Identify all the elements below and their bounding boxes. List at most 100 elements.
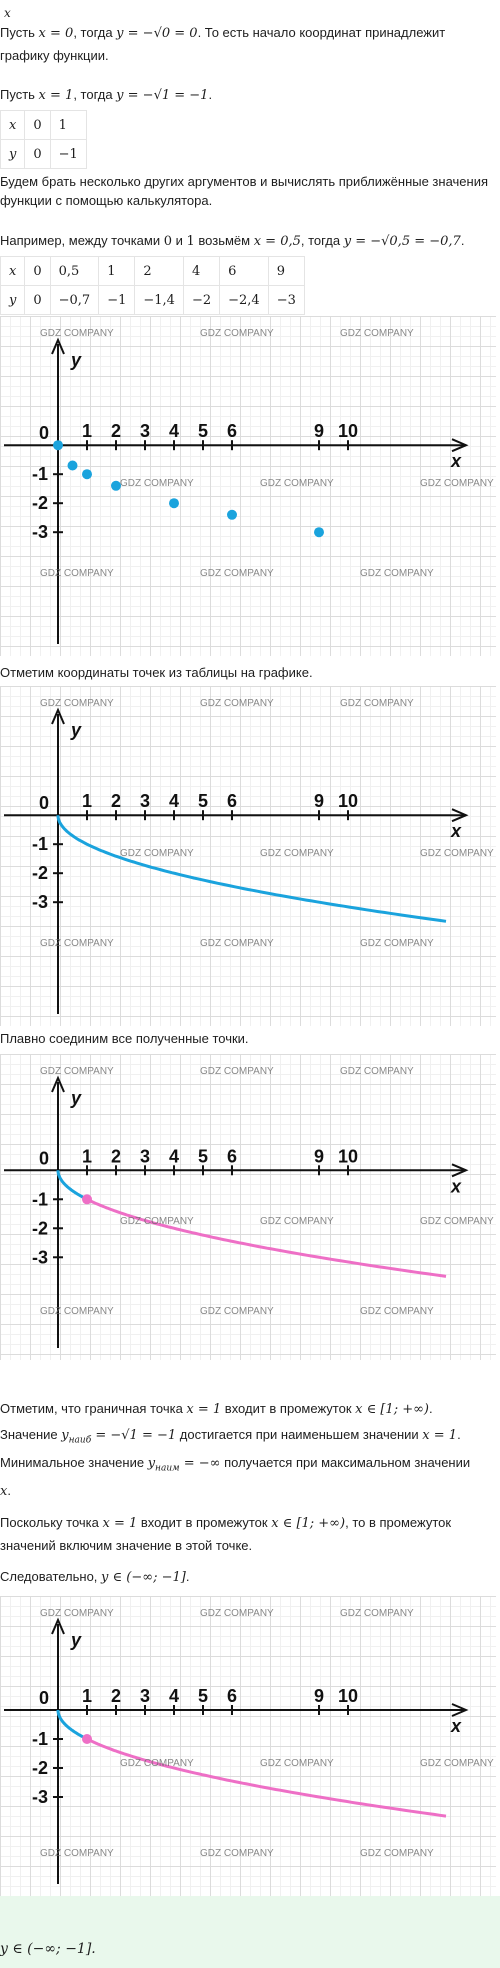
data-point (314, 527, 324, 538)
table-cell: y (0, 139, 26, 169)
table-cell: x (0, 110, 26, 140)
table-cell: −1,4 (134, 285, 184, 315)
table-row: x 0 0,5 1 2 4 6 9 (0, 256, 305, 286)
watermark: GDZ COMPANY (120, 478, 194, 489)
x-tick-label: 3 (140, 791, 150, 811)
top-fragment: x (4, 6, 11, 20)
x-tick-label: 9 (314, 1146, 324, 1166)
y-tick-label: -2 (32, 493, 48, 513)
table-cell: 0 (24, 285, 51, 315)
x-tick-label: 2 (111, 1686, 121, 1706)
paragraph-5: Отметим координаты точек из таблицы на г… (0, 665, 313, 680)
paragraph-9: Минимальное значение yнаим = −∞ получает… (0, 1455, 471, 1499)
paragraph-10: Поскольку точка x = 1 входит в промежуто… (0, 1515, 452, 1553)
x-tick-label: 4 (169, 1146, 179, 1166)
answer-text: y ∈ (−∞; −1]. (0, 1941, 96, 1957)
x-axis-label: x (450, 1176, 462, 1196)
origin-label: 0 (39, 1148, 49, 1168)
y-axis-label: y (70, 720, 82, 740)
x-tick-label: 5 (198, 421, 208, 441)
watermark: GDZ COMPANY (40, 1848, 114, 1859)
watermark: GDZ COMPANY (200, 568, 274, 579)
x-tick-label: 3 (140, 1686, 150, 1706)
x-tick-label: 9 (314, 791, 324, 811)
watermark: GDZ COMPANY (200, 1608, 274, 1619)
function-curve (56, 815, 447, 923)
data-point (111, 480, 121, 491)
x-tick-label: 10 (338, 1146, 358, 1166)
y-axis-label: y (70, 350, 82, 370)
y-tick-label: -2 (32, 1218, 48, 1238)
watermark: GDZ COMPANY (40, 1608, 114, 1619)
table-cell: 1 (98, 256, 136, 286)
boundary-point (82, 1194, 92, 1205)
x-tick-label: 6 (227, 1146, 237, 1166)
graph-points-svg: y x 0 1 2 3 4 5 6 9 10 -1 -2 -3 GDZ COMPANY GDZ COMPANY… (4, 328, 494, 644)
y-axis-arrow (51, 1075, 65, 1093)
answer-box: y ∈ (−∞; −1]. (0, 1896, 500, 1968)
table-cell: 0 (24, 139, 51, 169)
y-tick-label: -3 (32, 1247, 48, 1267)
y-axis-label: y (70, 1088, 82, 1108)
watermark: GDZ COMPANY (40, 568, 114, 579)
data-point (82, 469, 92, 480)
y-axis-arrow (51, 1617, 65, 1635)
x-tick-label: 10 (338, 421, 358, 441)
x-tick-label: 4 (169, 1686, 179, 1706)
watermark: GDZ COMPANY (340, 1066, 414, 1077)
y-tick-label: -3 (32, 522, 48, 542)
x-axis-arrow (451, 1163, 469, 1178)
data-point (67, 460, 78, 471)
table-cell: −1 (49, 139, 87, 169)
x-axis-label: x (450, 451, 462, 471)
paragraph-8: Значение yнаиб = −√1 = −1 достигается пр… (0, 1427, 461, 1446)
watermark: GDZ COMPANY (260, 1216, 334, 1227)
table-cell: 0 (24, 110, 51, 140)
watermark: GDZ COMPANY (360, 1306, 434, 1317)
paragraph-1: Пусть x = 0, тогда y = −√0 = 0. То есть … (0, 25, 446, 63)
graph-final: y x 0 1 2 3 4 5 6 9 10 -1 -2 -3 GDZ COMPANY GDZ COMPANY… (0, 1596, 496, 1896)
watermark: GDZ COMPANY (420, 848, 494, 859)
watermark: GDZ COMPANY (40, 698, 114, 709)
x-tick-label: 6 (227, 421, 237, 441)
x-tick-label: 3 (140, 421, 150, 441)
table-cell: 4 (182, 256, 221, 286)
y-axis-arrow (51, 337, 65, 355)
x-tick-label: 3 (140, 1146, 150, 1166)
table-cell: 2 (134, 256, 184, 286)
y-tick-label: -3 (32, 1787, 48, 1807)
table-cell: x (0, 256, 26, 286)
table-row: x 0 1 (0, 110, 87, 140)
table-row: y 0 −0,7 −1 −1,4 −2 −2,4 −3 (0, 285, 305, 315)
y-tick-label: -1 (32, 464, 48, 484)
watermark: GDZ COMPANY (40, 1066, 114, 1077)
watermark: GDZ COMPANY (200, 938, 274, 949)
table-row: y 0 −1 (0, 139, 87, 169)
origin-label: 0 (39, 423, 49, 443)
values-table: x 0 0,5 1 2 4 6 9 y 0 −0,7 −1 −1,4 −2 −2… (0, 256, 305, 315)
table-cell: y (0, 285, 26, 315)
x-tick-label: 9 (314, 421, 324, 441)
function-curve-start (56, 1170, 88, 1201)
watermark: GDZ COMPANY (420, 1758, 494, 1769)
x-axis-label: x (450, 1716, 462, 1736)
watermark: GDZ COMPANY (360, 568, 434, 579)
boundary-point (82, 1734, 92, 1744)
x-axis-label: x (450, 821, 462, 841)
y-tick-label: -1 (32, 1729, 48, 1749)
x-tick-label: 2 (111, 421, 121, 441)
watermark: GDZ COMPANY (40, 938, 114, 949)
origin-label: 0 (39, 793, 49, 813)
watermark: GDZ COMPANY (120, 1758, 194, 1769)
paragraph-6: Плавно соединим все полученные точки. (0, 1031, 249, 1046)
values-table-small: x 0 1 y 0 −1 (0, 110, 87, 169)
x-tick-label: 5 (198, 1146, 208, 1166)
data-point (227, 509, 237, 520)
data-point (53, 440, 63, 451)
watermark: GDZ COMPANY (200, 1066, 274, 1077)
x-tick-label: 4 (169, 421, 179, 441)
watermark: GDZ COMPANY (120, 1216, 194, 1227)
watermark: GDZ COMPANY (200, 328, 274, 339)
watermark: GDZ COMPANY (200, 1306, 274, 1317)
x-tick-label: 2 (111, 1146, 121, 1166)
